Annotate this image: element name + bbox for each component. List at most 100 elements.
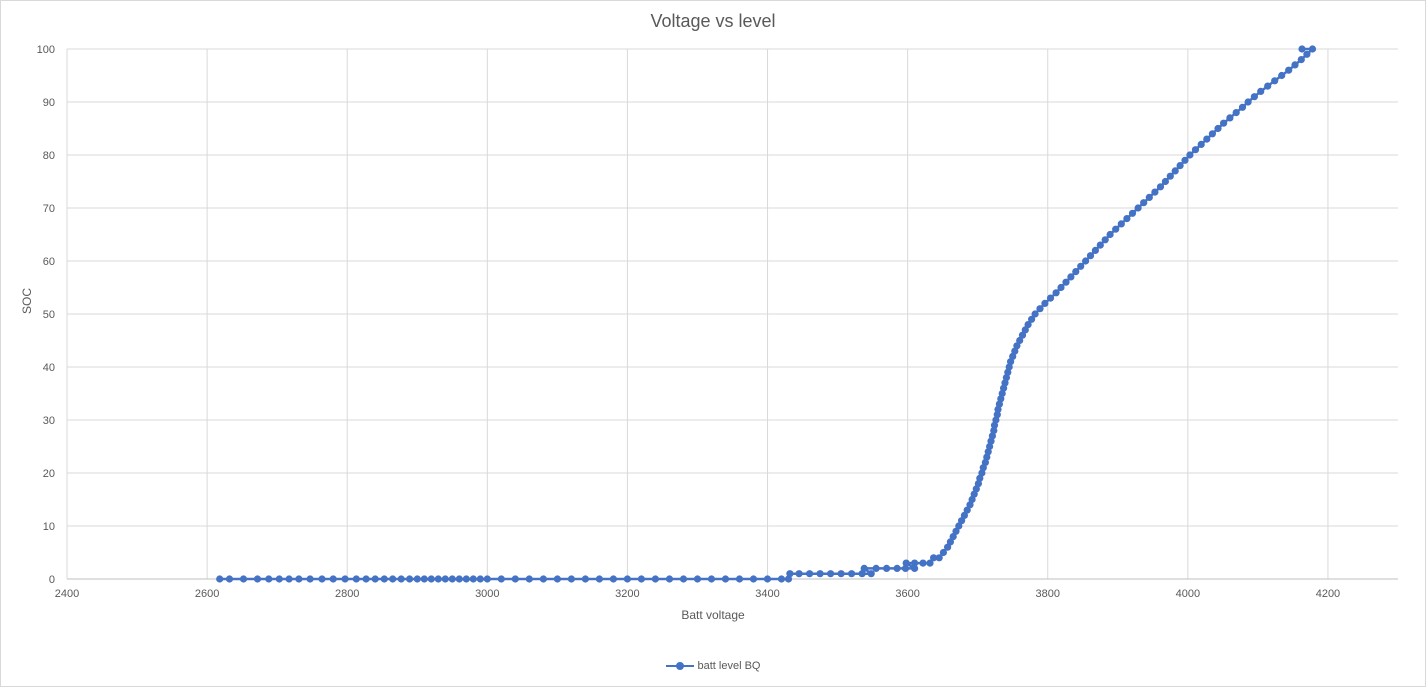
data-point [1086,252,1095,260]
gridlines [67,48,1398,579]
data-point [1024,321,1032,329]
chart-title: Voltage vs level [650,11,776,31]
data-point [1181,156,1189,164]
data-point [867,570,875,578]
data-point [380,575,388,583]
data-point [911,559,919,567]
data-point [1140,199,1148,207]
data-point [1176,162,1184,170]
x-tick-label: 3600 [895,588,919,600]
data-point [1166,172,1174,180]
data-point [406,575,414,583]
data-point [883,564,891,573]
data-point [1096,241,1104,249]
data-point [1308,45,1317,53]
y-tick-label: 60 [43,256,55,268]
data-point [1191,146,1200,154]
data-point [1028,315,1036,323]
data-point [609,575,618,583]
data-point [911,564,919,573]
x-tick-label: 2600 [195,588,219,600]
data-point [1238,103,1247,111]
data-point [413,575,421,583]
data-point [285,575,293,583]
data-point [623,575,632,583]
data-point [1128,209,1137,217]
data-point [707,575,716,583]
data-point [993,411,1001,419]
x-tick-label: 3800 [1035,588,1059,600]
data-point [497,575,505,583]
data-point [946,538,955,546]
y-tick-label: 90 [43,97,55,109]
data-point [893,564,901,573]
data-point [448,575,456,583]
data-point [944,543,952,551]
y-axis-title: SOC [20,287,34,314]
data-point [949,533,957,541]
data-point [872,564,880,573]
y-tick-label: 30 [43,415,55,427]
data-point [816,570,824,578]
data-point [1082,257,1090,265]
data-point [318,575,326,583]
legend-item: batt level BQ [665,660,760,672]
data-point [239,575,248,583]
data-point [1145,193,1153,201]
data-point [462,575,470,583]
data-point [1186,151,1194,159]
data-point [1244,98,1252,106]
y-tick-label: 100 [37,44,55,56]
data-point [1031,310,1039,318]
data-point [397,575,405,583]
data-point [1117,220,1125,228]
y-tick-label: 40 [43,362,55,374]
x-axis-title: Batt voltage [681,608,745,622]
data-point [1291,61,1299,69]
data-point [1214,124,1222,133]
data-point [935,554,943,562]
data-point [1123,215,1131,223]
x-tick-label: 4200 [1316,588,1340,600]
data-point [795,570,803,578]
x-tick-label: 3200 [615,588,639,600]
data-point [960,511,969,519]
data-point [1208,130,1216,138]
data-point [469,575,477,583]
data-point [1161,177,1169,186]
data-point [511,575,519,583]
data-point [848,570,856,578]
y-tick-label: 80 [43,150,55,162]
data-point [679,575,688,583]
data-point [806,570,814,578]
data-point [958,517,966,525]
data-point [1101,236,1109,244]
data-point [926,559,934,567]
data-point [581,575,590,583]
data-point [990,427,998,435]
data-point [721,575,730,583]
data-point [1271,77,1279,85]
data-point [265,575,273,583]
data-point [1091,246,1099,254]
data-point [434,575,442,583]
data-point [225,575,234,583]
data-point [1016,336,1024,345]
data-point [1036,305,1044,313]
data-point [352,575,360,583]
data-point [1112,225,1120,233]
data-point [389,575,397,583]
x-tick-label: 3400 [755,588,779,600]
y-tick-label: 50 [43,309,55,321]
data-point [955,522,963,530]
data-point [777,575,786,583]
data-point [1041,299,1049,307]
data-point [1062,278,1070,286]
data-point [1134,204,1142,212]
data-point [595,575,604,583]
data-point [1072,268,1080,276]
data-point [295,575,303,583]
data-point [553,575,562,583]
data-point [1046,294,1055,302]
data-point [1067,273,1075,281]
